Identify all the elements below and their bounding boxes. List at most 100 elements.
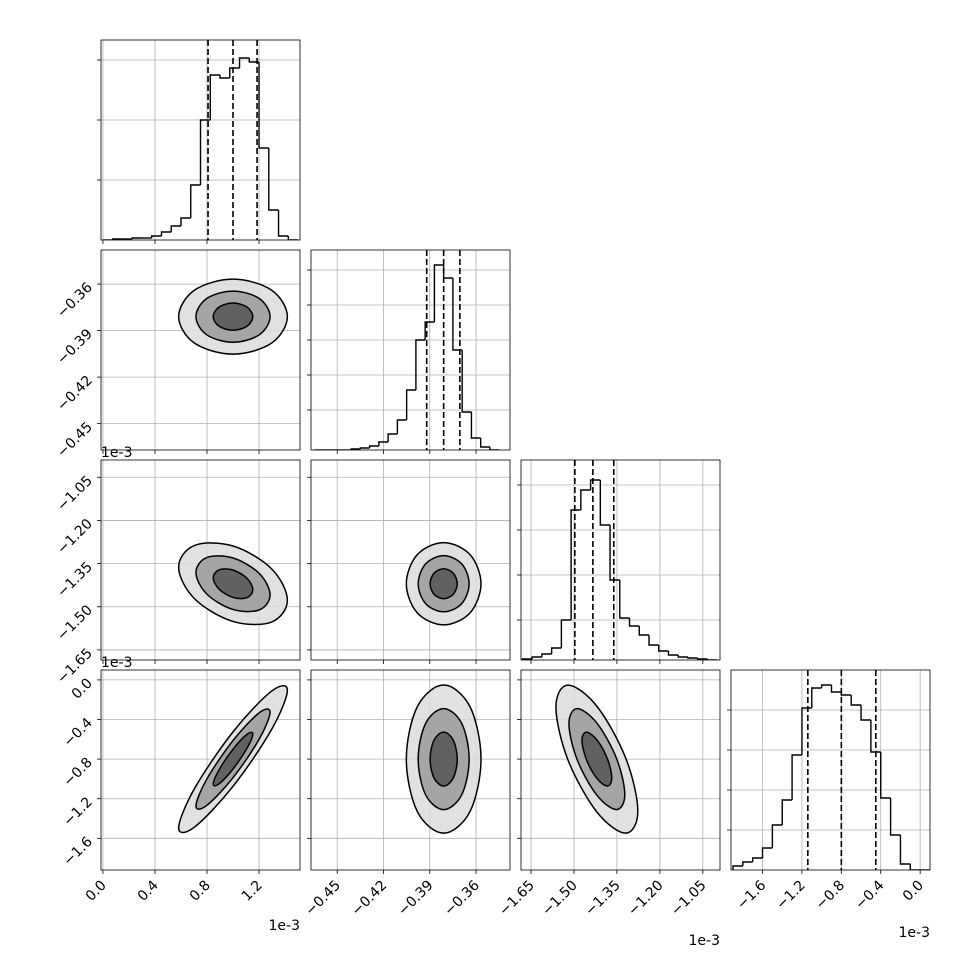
x-tick-label: −1.50	[539, 878, 581, 920]
x-tick-label: −1.65	[496, 878, 538, 920]
x-tick-label: 0.8	[187, 878, 214, 905]
panel-frame	[310, 669, 511, 871]
x-tick-label: −1.05	[668, 878, 710, 920]
hist-bin	[378, 441, 389, 446]
hist-bin	[781, 799, 793, 825]
hist-bin	[609, 525, 620, 581]
panel-frame	[730, 669, 931, 871]
hist-bin	[531, 656, 542, 659]
contour	[212, 302, 254, 332]
y-tick-label: −1.50	[54, 602, 96, 644]
hist-bin	[751, 857, 763, 862]
panel	[101, 670, 300, 870]
hist-bin	[151, 235, 162, 238]
panel	[731, 670, 930, 870]
y-offset-label: 1e-3	[101, 445, 132, 461]
panel-frame	[310, 459, 511, 661]
contour	[429, 568, 458, 600]
hist-bin	[742, 861, 753, 866]
panel	[311, 670, 510, 870]
hist-bin	[771, 824, 783, 848]
hist-bin	[415, 339, 426, 390]
hist-bin	[396, 419, 407, 434]
y-tick-label: −1.2	[60, 794, 95, 829]
hist-bin	[470, 412, 481, 439]
hist-bin	[658, 645, 669, 652]
y-tick-label: −0.36	[54, 280, 96, 322]
hist-bin	[860, 705, 871, 721]
panel-frame	[520, 459, 721, 661]
hist-bin	[560, 619, 572, 648]
panel	[521, 460, 720, 660]
hist-bin	[287, 236, 299, 240]
hist-bin	[761, 847, 773, 858]
hist-bin	[219, 75, 230, 79]
hist-bin	[277, 210, 289, 237]
hist-bin	[677, 655, 688, 658]
hist-bin	[550, 647, 562, 654]
hist-bin	[248, 58, 260, 63]
hist-bin	[589, 479, 601, 490]
hist-bin	[850, 695, 862, 706]
hist-bin	[811, 687, 822, 708]
x-tick-label: −0.4	[852, 877, 887, 912]
contour	[212, 731, 254, 787]
hist-bin	[870, 720, 881, 753]
hist-bin	[180, 217, 191, 226]
hist-bin	[461, 350, 472, 413]
y-tick-label: −1.35	[54, 559, 96, 601]
hist-bin	[628, 618, 640, 627]
hist-bin	[541, 653, 552, 657]
panel-frame	[100, 459, 301, 661]
hist-bin	[619, 580, 630, 619]
hist-bin	[909, 864, 921, 870]
panel-frame	[100, 669, 301, 871]
contour	[429, 731, 458, 787]
panel	[101, 460, 300, 660]
x-tick-label: −1.35	[582, 878, 624, 920]
hist-bin	[258, 62, 269, 149]
hist-bin	[387, 433, 398, 442]
hist-bin	[160, 231, 172, 236]
hist-bin	[580, 489, 591, 510]
hist-bin	[199, 119, 211, 185]
panel-frame	[100, 39, 301, 241]
hist-bin	[489, 447, 500, 450]
hist-bin	[268, 148, 279, 211]
x-offset-label: 1e-3	[899, 925, 930, 941]
hist-bin	[791, 754, 802, 800]
y-tick-label: −0.42	[54, 373, 96, 415]
y-tick-label: −1.6	[60, 834, 95, 869]
hist-bin	[840, 692, 852, 696]
y-tick-label: −0.45	[54, 419, 96, 461]
hist-bin	[570, 509, 581, 620]
panel	[311, 460, 510, 660]
contour	[212, 568, 254, 600]
x-tick-label: −0.36	[441, 877, 483, 919]
hist-bin	[442, 265, 453, 279]
x-tick-label: −1.6	[734, 877, 769, 912]
hist-bin	[479, 438, 490, 448]
x-tick-label: 1.2	[239, 878, 266, 905]
hist-bin	[638, 626, 649, 636]
panel	[311, 250, 510, 450]
panel-frame	[520, 669, 721, 871]
hist-bin	[599, 480, 611, 526]
hist-bin	[667, 651, 679, 656]
x-tick-label: −0.45	[302, 878, 344, 920]
x-tick-label: −0.39	[395, 878, 437, 920]
x-offset-label: 1e-3	[269, 918, 300, 934]
hist-bin	[899, 835, 911, 865]
hist-bin	[696, 658, 708, 660]
hist-bin	[706, 659, 718, 660]
panel	[101, 250, 300, 450]
hist-bin	[732, 865, 743, 870]
panel-frame	[310, 249, 511, 451]
hist-bin	[433, 264, 444, 322]
x-tick-label: −0.42	[349, 878, 391, 920]
hist-bin	[229, 67, 240, 78]
hist-bin	[170, 225, 181, 232]
hist-bin	[801, 707, 812, 755]
y-tick-label: −1.20	[54, 516, 96, 558]
